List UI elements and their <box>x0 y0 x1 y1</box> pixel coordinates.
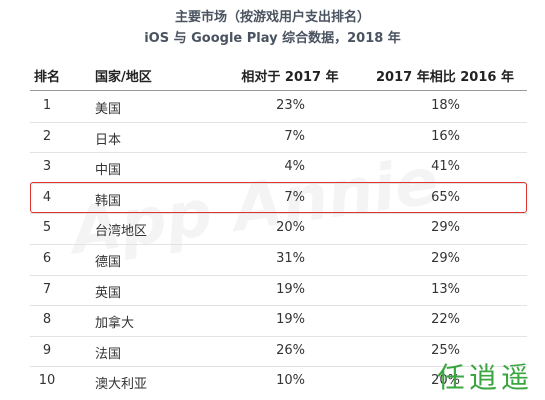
growth: 16% <box>431 128 460 144</box>
growth: 7% <box>284 189 305 205</box>
row-separator <box>30 244 527 245</box>
country: 加拿大 <box>95 316 135 332</box>
row-separator <box>30 366 527 368</box>
growth: 10% <box>276 373 305 389</box>
rank: 10 <box>38 373 56 389</box>
growth: 25% <box>431 342 460 358</box>
rank: 1 <box>42 98 52 113</box>
country: 德国 <box>95 255 122 270</box>
header-rule <box>30 90 527 91</box>
country: 英国 <box>95 285 122 301</box>
stamp: 任逍遥 <box>436 361 533 394</box>
growth: 31% <box>276 251 305 266</box>
country: 日本 <box>95 132 122 148</box>
growth: 20% <box>276 220 305 236</box>
rank: 3 <box>42 159 52 175</box>
rank: 6 <box>42 251 52 266</box>
rank: 5 <box>42 220 52 236</box>
growth: 41% <box>431 159 460 175</box>
growth: 22% <box>431 312 460 328</box>
country: 美国 <box>95 102 122 117</box>
growth: 65% <box>431 189 460 205</box>
rank: 7 <box>42 281 52 297</box>
title: 主要市场（按游戏用户支出排名） <box>174 10 370 25</box>
column-header: 排名 <box>33 70 60 85</box>
growth: 26% <box>276 342 305 358</box>
row-separator <box>30 335 527 337</box>
growth: 18% <box>431 98 460 113</box>
subtitle: iOS 与 Google Play 综合数据，2018 年 <box>144 31 401 46</box>
rank: 4 <box>42 189 52 205</box>
growth: 29% <box>431 251 460 266</box>
row-separator <box>30 182 527 184</box>
country: 澳大利亚 <box>95 377 148 393</box>
column-header: 2017 年相比 2016 年 <box>376 70 514 85</box>
column-header: 相对于 2017 年 <box>241 70 339 85</box>
growth: 20% <box>431 373 460 389</box>
column-header: 国家/地区 <box>95 70 152 85</box>
rank: 2 <box>42 128 52 144</box>
country: 韩国 <box>95 193 122 209</box>
row-separator <box>30 213 527 215</box>
row-separator <box>30 305 527 307</box>
rank: 8 <box>42 312 52 328</box>
growth: 13% <box>431 281 460 297</box>
growth: 19% <box>276 312 305 328</box>
row-separator <box>30 274 527 276</box>
rank: 9 <box>42 342 52 358</box>
row-separator <box>30 121 527 123</box>
country: 中国 <box>95 163 122 179</box>
growth: 7% <box>284 128 305 144</box>
country: 法国 <box>95 346 122 362</box>
growth: 4% <box>284 159 305 175</box>
growth: 23% <box>276 98 305 113</box>
highlight-box <box>30 181 527 214</box>
growth: 19% <box>276 281 305 297</box>
growth: 29% <box>431 220 460 236</box>
row-separator <box>30 152 527 154</box>
country: 台湾地区 <box>95 224 148 240</box>
